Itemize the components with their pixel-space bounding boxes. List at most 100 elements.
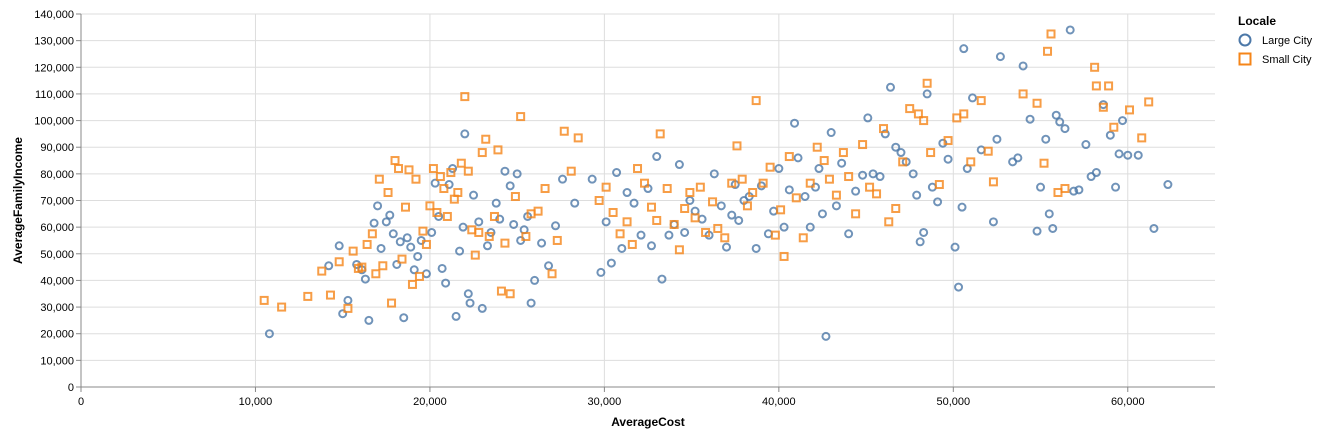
data-point	[886, 82, 896, 92]
data-point	[617, 243, 627, 253]
data-point	[413, 251, 423, 261]
series-small-city	[259, 29, 1154, 313]
data-point	[943, 154, 953, 164]
data-point	[880, 129, 890, 139]
data-point	[407, 279, 417, 289]
data-point	[732, 141, 742, 151]
data-point	[387, 298, 397, 308]
data-point	[573, 133, 583, 143]
data-point	[441, 278, 451, 288]
data-point	[470, 250, 480, 260]
data-point	[1046, 29, 1056, 39]
data-point	[442, 211, 452, 221]
data-point	[259, 295, 269, 305]
data-point	[1036, 182, 1046, 192]
data-point	[510, 192, 520, 202]
x-tick-label: 20,000	[413, 396, 447, 408]
data-point	[976, 96, 986, 106]
data-point	[552, 235, 562, 245]
data-point	[709, 169, 719, 179]
data-point	[891, 142, 901, 152]
data-point	[1104, 81, 1114, 91]
data-point	[343, 303, 353, 313]
data-point	[913, 109, 923, 119]
data-point	[633, 164, 643, 174]
data-point	[1123, 150, 1133, 160]
data-point	[399, 313, 409, 323]
data-point	[430, 178, 440, 188]
data-point	[640, 178, 650, 188]
data-point	[1090, 62, 1100, 72]
data-point	[1105, 130, 1115, 140]
data-point	[664, 230, 674, 240]
x-tick-label: 10,000	[239, 396, 273, 408]
data-point	[348, 246, 358, 256]
data-point	[500, 166, 510, 176]
data-point	[404, 165, 414, 175]
data-point	[456, 158, 466, 168]
data-point	[371, 269, 381, 279]
data-point	[690, 213, 700, 223]
data-point	[646, 241, 656, 251]
data-point	[722, 242, 732, 252]
data-point	[992, 134, 1002, 144]
data-point	[489, 211, 499, 221]
data-point	[460, 129, 470, 139]
legend: Locale Large City Small City	[1238, 14, 1313, 66]
data-point	[701, 227, 711, 237]
data-point	[879, 124, 889, 134]
data-point	[392, 259, 402, 269]
data-point	[966, 157, 976, 167]
data-point	[477, 303, 487, 313]
data-point	[451, 311, 461, 321]
data-point	[463, 166, 473, 176]
data-point	[509, 219, 519, 229]
data-point	[378, 261, 388, 271]
data-point	[481, 134, 491, 144]
data-point	[934, 180, 944, 190]
data-point	[922, 89, 932, 99]
data-point	[367, 229, 377, 239]
data-point	[1118, 116, 1128, 126]
data-point	[622, 188, 632, 198]
data-point	[458, 222, 468, 232]
data-point	[1032, 98, 1042, 108]
data-point	[905, 104, 915, 114]
data-point	[374, 174, 384, 184]
y-tick-label: 50,000	[40, 249, 74, 261]
data-point	[439, 184, 449, 194]
legend-label: Large City	[1262, 35, 1313, 47]
data-point	[824, 174, 834, 184]
legend-label: Small City	[1262, 54, 1312, 66]
data-point	[1074, 185, 1084, 195]
data-point	[512, 169, 522, 179]
data-point	[865, 182, 875, 192]
data-point	[988, 217, 998, 227]
data-point	[713, 223, 723, 233]
data-point	[369, 218, 379, 228]
data-point	[1060, 124, 1070, 134]
data-point	[912, 190, 922, 200]
data-point	[622, 217, 632, 227]
data-point	[357, 262, 367, 272]
data-point	[751, 96, 761, 106]
data-point	[1041, 134, 1051, 144]
data-point	[1043, 46, 1053, 56]
legend-item: Large City	[1238, 33, 1313, 47]
data-point	[646, 202, 656, 212]
data-point	[446, 168, 456, 178]
data-point	[831, 190, 841, 200]
data-point	[1137, 133, 1147, 143]
data-point	[805, 178, 815, 188]
data-point	[1013, 153, 1023, 163]
data-point	[500, 238, 510, 248]
data-point	[491, 198, 501, 208]
data-point	[765, 162, 775, 172]
data-point	[1069, 186, 1079, 196]
data-point	[957, 202, 967, 212]
data-point	[769, 206, 779, 216]
data-point	[1149, 223, 1159, 233]
data-point	[779, 251, 789, 261]
data-point	[763, 229, 773, 239]
data-point	[954, 282, 964, 292]
